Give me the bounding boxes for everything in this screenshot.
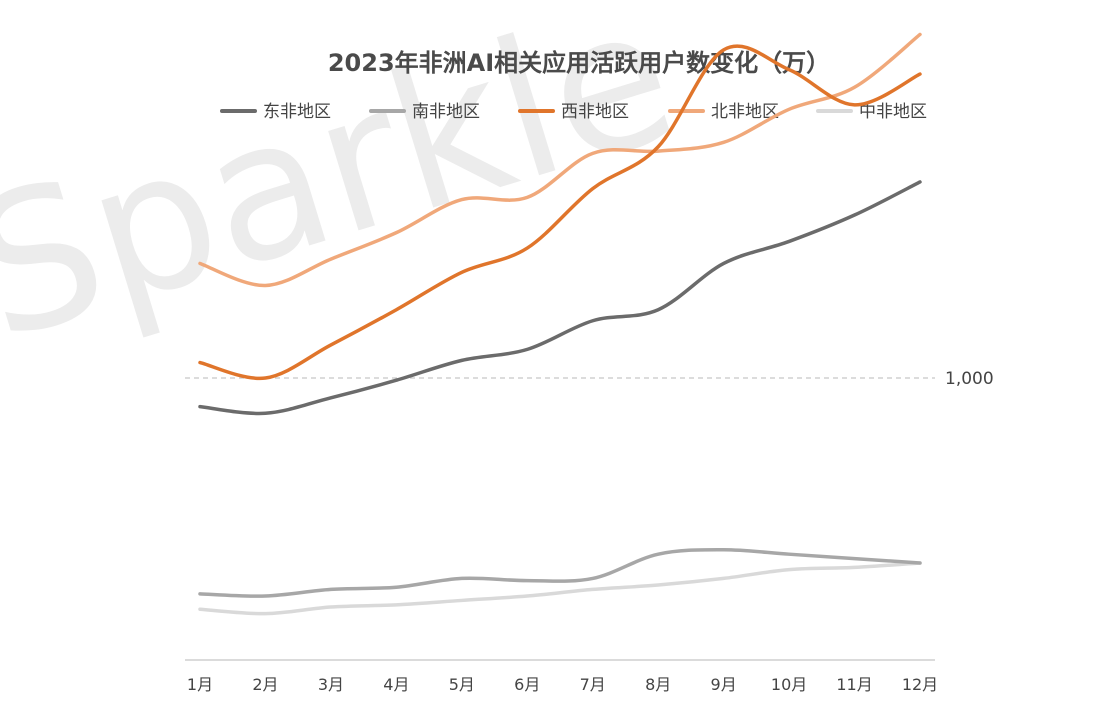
x-tick-label: 6月 xyxy=(514,675,540,694)
x-tick-label: 3月 xyxy=(318,675,344,694)
x-axis-ticks: 1月 2月 3月 4月 5月 6月 7月 8月 9月 10月 11月 12月 xyxy=(187,675,938,694)
x-tick-label: 2月 xyxy=(252,675,278,694)
x-tick-label: 11月 xyxy=(836,675,872,694)
legend-label: 东非地区 xyxy=(263,102,331,122)
series-lines xyxy=(198,32,922,616)
x-tick-label: 8月 xyxy=(645,675,671,694)
x-tick-label: 10月 xyxy=(771,675,807,694)
series-line xyxy=(198,548,922,598)
legend: 东非地区 南非地区 西非地区 北非地区 中非地区 xyxy=(220,102,927,122)
x-tick-label: 7月 xyxy=(580,675,606,694)
chart-title: 2023年非洲AI相关应用活跃用户数变化（万） xyxy=(328,49,830,77)
x-tick-label: 12月 xyxy=(902,675,938,694)
legend-label: 南非地区 xyxy=(412,102,480,122)
reference-line-label: 1,000 xyxy=(945,369,994,389)
series-line xyxy=(198,180,922,416)
x-tick-label: 9月 xyxy=(711,675,737,694)
x-tick-label: 1月 xyxy=(187,675,213,694)
x-tick-label: 5月 xyxy=(449,675,475,694)
legend-label: 西非地区 xyxy=(561,102,629,122)
reference-line: 1,000 xyxy=(185,369,994,389)
series-line xyxy=(198,32,922,288)
series-line xyxy=(198,561,922,616)
series-line xyxy=(198,44,922,381)
legend-label: 北非地区 xyxy=(711,102,779,122)
x-tick-label: 4月 xyxy=(383,675,409,694)
legend-label: 中非地区 xyxy=(859,102,927,122)
